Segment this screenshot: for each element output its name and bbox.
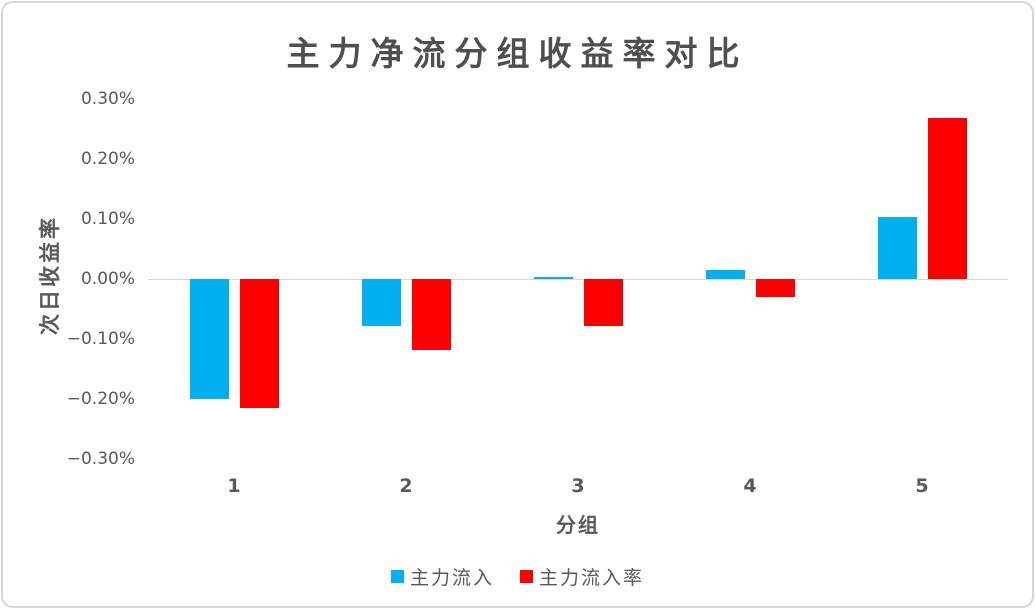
y-tick-label: −0.10% <box>66 329 135 349</box>
x-tick-label-5: 5 <box>915 475 929 497</box>
bar-main-inflow-group-2 <box>361 279 401 327</box>
bar-main-inflow-rate-group-5 <box>927 118 967 279</box>
legend-item-main-inflow-rate: 主力流入率 <box>520 563 644 590</box>
y-tick-label: −0.30% <box>66 449 135 469</box>
y-tick-label: 0.20% <box>80 149 135 169</box>
bar-main-inflow-rate-group-2 <box>411 279 451 351</box>
y-tick-label: 0.00% <box>80 269 135 289</box>
x-axis-title: 分组 <box>556 513 600 537</box>
legend-swatch-main-inflow <box>390 570 404 583</box>
legend-item-main-inflow: 主力流入 <box>390 563 494 590</box>
x-tick-label-1: 1 <box>227 475 241 497</box>
bar-main-inflow-group-3 <box>533 276 573 279</box>
chart-title: 主力净流分组收益率对比 <box>286 34 749 73</box>
legend-swatch-main-inflow-rate <box>520 570 533 583</box>
x-tick-label-2: 2 <box>399 475 413 497</box>
y-tick-label: −0.20% <box>66 389 135 409</box>
legend-label-main-inflow-rate: 主力流入率 <box>539 567 645 589</box>
bar-main-inflow-rate-group-1 <box>239 279 279 408</box>
bar-main-inflow-group-5 <box>877 217 917 279</box>
legend-label-main-inflow: 主力流入 <box>409 567 494 589</box>
legend: 主力流入 主力流入率 <box>3 563 1032 590</box>
x-tick-label-4: 4 <box>743 475 757 497</box>
bar-main-inflow-group-1 <box>189 279 229 399</box>
zero-axis-line <box>148 278 1008 280</box>
bar-main-inflow-group-4 <box>705 270 745 279</box>
y-tick-label: 0.10% <box>80 209 135 229</box>
plot-area <box>148 99 1008 459</box>
bar-main-inflow-rate-group-3 <box>583 279 623 327</box>
x-tick-label-3: 3 <box>571 475 585 497</box>
bar-main-inflow-rate-group-4 <box>755 279 795 297</box>
y-tick-label: 0.30% <box>80 89 135 109</box>
